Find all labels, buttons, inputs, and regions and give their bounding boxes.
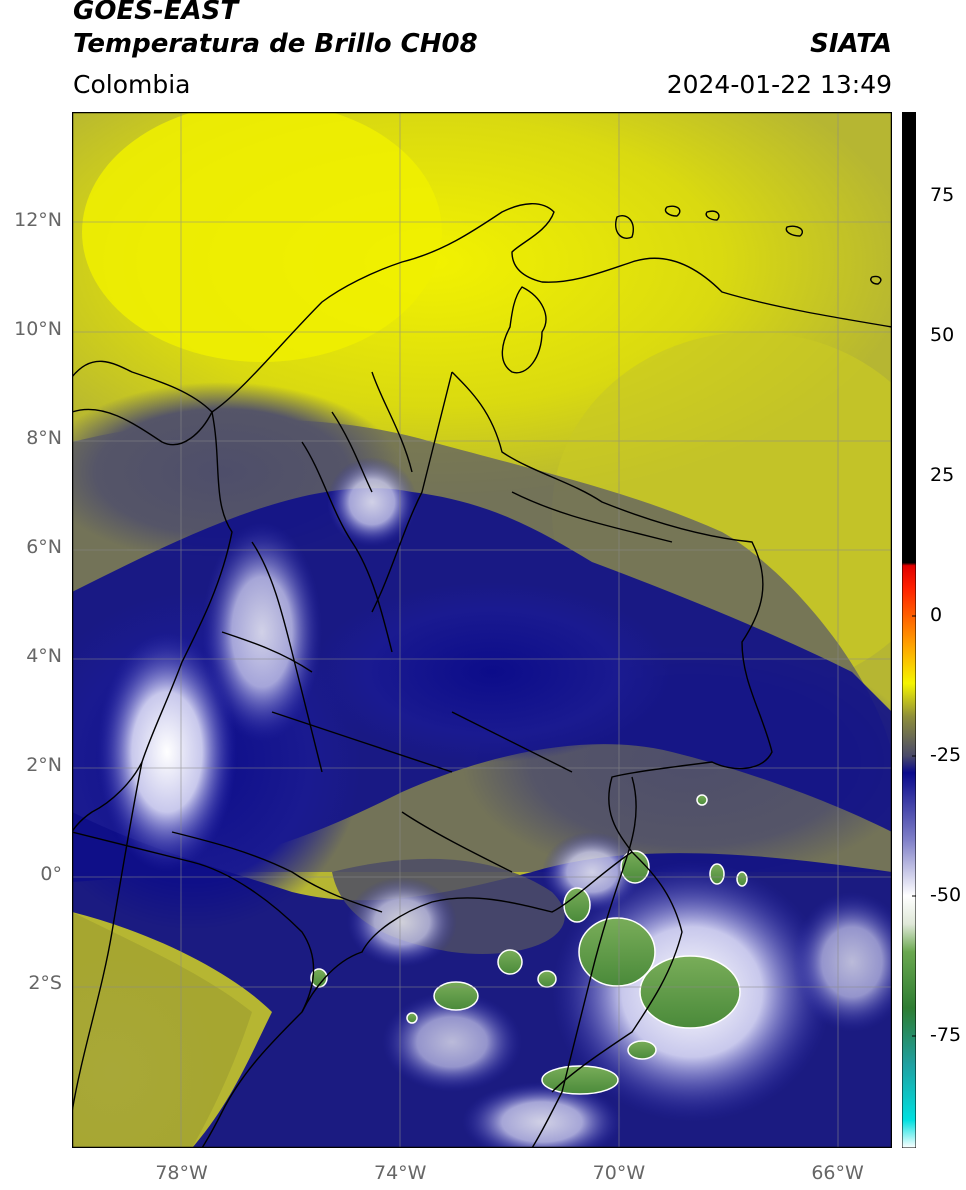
- colorbar-tick-label: -50: [930, 884, 962, 906]
- latitude-tick-label: 0°: [40, 863, 62, 886]
- very-cold-cloud-tops: [310, 794, 748, 1095]
- latitude-tick-label: 2°N: [26, 754, 62, 777]
- latitude-tick-label: 6°N: [26, 536, 62, 559]
- coastlines-and-borders: [72, 203, 892, 1148]
- product-title: Temperatura de Brillo CH08: [73, 29, 478, 59]
- latitude-tick-label: 8°N: [26, 427, 62, 450]
- colorbar-tick-label: 25: [930, 464, 955, 486]
- colorbar-tick-label: 75: [930, 184, 955, 206]
- ecuador-border: [72, 831, 315, 1013]
- colorbar-tick-label: 0: [930, 604, 943, 626]
- latitude-tick-label: 4°N: [26, 645, 62, 668]
- colorbar-fill: [902, 112, 916, 1148]
- pacific-coastline: [72, 411, 233, 833]
- longitude-tick-label: 70°W: [592, 1162, 646, 1184]
- colorbar-tick-label: -25: [930, 744, 962, 766]
- lake-maracaibo: [501, 286, 547, 374]
- satellite-title: GOES-EAST: [73, 0, 239, 26]
- organization-label: SIATA: [810, 29, 892, 59]
- colombia-border: [451, 371, 773, 1093]
- panama-coast: [72, 360, 213, 413]
- latitude-tick-label: 2°S: [28, 972, 62, 995]
- datetime-label: 2024-01-22 13:49: [666, 70, 892, 99]
- latitude-tick-label: 12°N: [14, 209, 62, 232]
- region-label: Colombia: [73, 70, 191, 99]
- latitude-tick-label: 10°N: [14, 318, 62, 341]
- clear-sky-northwest: [82, 112, 442, 362]
- longitude-tick-label: 74°W: [374, 1162, 427, 1184]
- map-frame: [72, 112, 892, 1148]
- graticule: [72, 112, 892, 1148]
- longitude-tick-label: 78°W: [155, 1162, 208, 1184]
- colorbar: [902, 112, 916, 1148]
- longitude-tick-label: 66°W: [811, 1162, 864, 1184]
- brazil-border: [531, 776, 637, 1148]
- colorbar-tick-label: 50: [930, 324, 955, 346]
- satellite-map: [72, 112, 892, 1148]
- colorbar-tick-label: -75: [930, 1024, 962, 1046]
- caribbean-coastline: [211, 203, 892, 413]
